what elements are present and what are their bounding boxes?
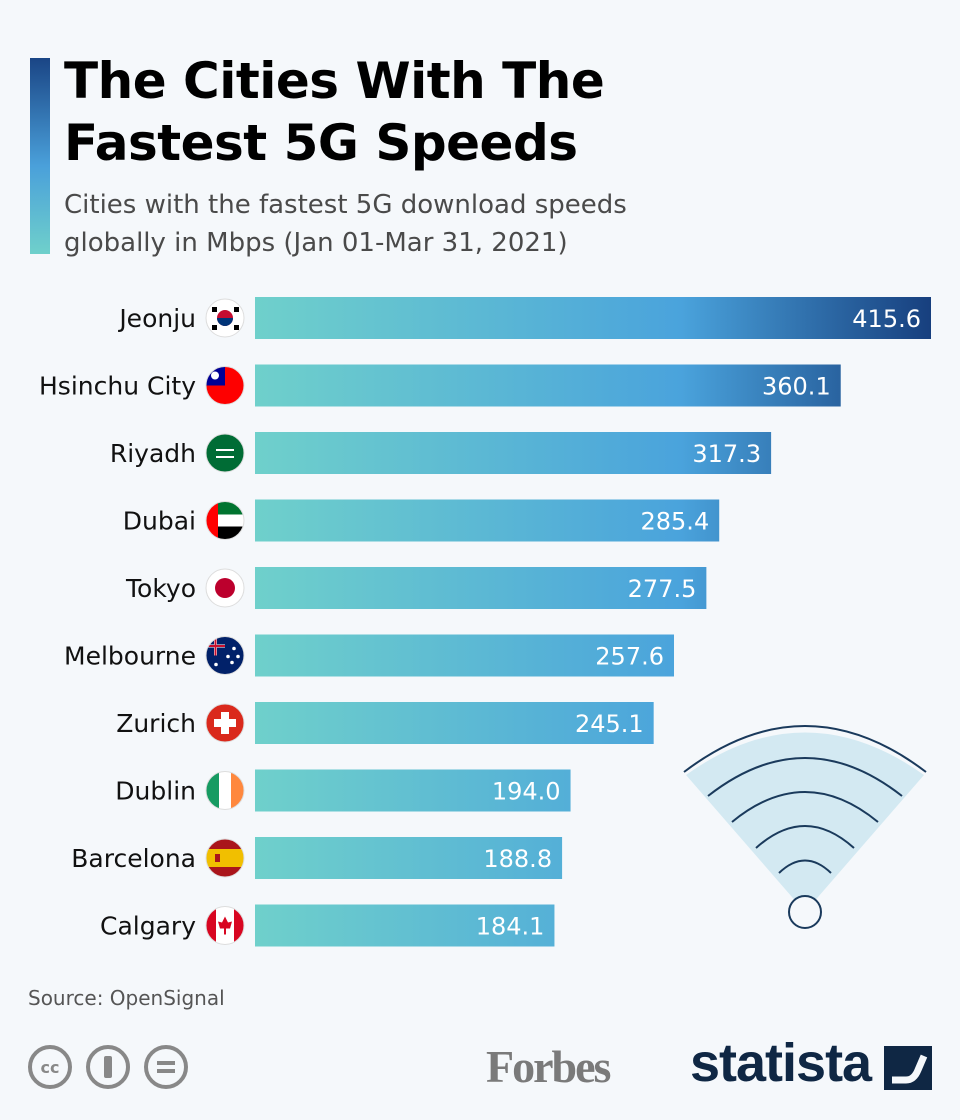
- category-label: Dubai: [123, 507, 196, 536]
- category-label: Jeonju: [117, 304, 196, 333]
- category-label: Melbourne: [64, 642, 196, 671]
- subtitle: Cities with the fastest 5G download spee…: [64, 186, 627, 262]
- bar: [255, 432, 772, 474]
- bar-row: Barcelona 188.8: [71, 837, 563, 879]
- source-note: Source: OpenSignal: [28, 986, 225, 1010]
- value-label: 245.1: [575, 710, 644, 738]
- spain-flag-icon: [205, 838, 245, 878]
- subtitle-line-1: Cities with the fastest 5G download spee…: [64, 190, 627, 220]
- category-label: Zurich: [116, 709, 196, 738]
- bar: [255, 837, 563, 879]
- bar-row: Tokyo 277.5: [125, 567, 707, 609]
- australia-flag-icon: [205, 636, 245, 675]
- bar-row: Riyadh 317.3: [110, 432, 772, 474]
- subtitle-line-2: globally in Mbps (Jan 01-Mar 31, 2021): [64, 228, 568, 258]
- category-label: Riyadh: [110, 439, 196, 468]
- bar-row: Melbourne 257.6: [64, 634, 675, 677]
- value-label: 415.6: [852, 305, 921, 333]
- value-label: 194.0: [492, 778, 561, 806]
- bar: [255, 297, 931, 339]
- ireland-flag-icon: [205, 771, 245, 810]
- south-korea-flag-icon: [205, 298, 245, 338]
- bar-row: Hsinchu City 360.1: [39, 364, 841, 407]
- category-label: Dublin: [115, 777, 196, 806]
- value-label: 184.1: [476, 913, 545, 941]
- canada-flag-icon: [205, 906, 245, 945]
- no-derivatives-icon[interactable]: [144, 1045, 188, 1089]
- category-label: Hsinchu City: [39, 372, 196, 401]
- bar-row: Dublin 194.0: [115, 769, 571, 812]
- title-line-2: Fastest 5G Speeds: [64, 114, 578, 172]
- bar: [255, 634, 675, 677]
- value-label: 277.5: [628, 575, 697, 603]
- bar: [255, 702, 654, 744]
- uae-flag-icon: [205, 501, 245, 540]
- value-label: 188.8: [483, 845, 552, 873]
- statista-logo: statista: [690, 1033, 872, 1093]
- bar-row: Calgary 184.1: [100, 904, 555, 947]
- cc-label: cc: [40, 1057, 60, 1077]
- title-accent-bar: [30, 58, 50, 254]
- attribution-icon[interactable]: [86, 1045, 130, 1089]
- bar-row: Zurich 245.1: [116, 702, 654, 744]
- bar: [255, 769, 571, 812]
- value-label: 257.6: [595, 643, 664, 671]
- bar: [255, 499, 720, 542]
- value-label: 360.1: [762, 373, 831, 401]
- bar-row: Dubai 285.4: [123, 499, 720, 542]
- taiwan-flag-icon: [205, 366, 245, 405]
- category-label: Tokyo: [125, 574, 196, 603]
- creative-commons-icon[interactable]: cc: [28, 1045, 72, 1089]
- category-label: Calgary: [100, 912, 196, 941]
- title-line-1: The Cities With The: [64, 52, 605, 110]
- wifi-icon: [683, 725, 927, 929]
- bar: [255, 567, 707, 609]
- japan-flag-icon: [205, 568, 245, 608]
- saudi-arabia-flag-icon: [205, 433, 245, 473]
- switzerland-flag-icon: [205, 703, 245, 743]
- value-label: 285.4: [641, 508, 710, 536]
- bar: [255, 364, 841, 407]
- forbes-logo: Forbes: [486, 1041, 611, 1092]
- bar-row: Jeonju 415.6: [117, 297, 931, 339]
- value-label: 317.3: [692, 440, 761, 468]
- page-title: The Cities With The Fastest 5G Speeds: [64, 50, 605, 174]
- statista-logo-mark: [884, 1046, 932, 1090]
- bar: [255, 904, 555, 947]
- category-label: Barcelona: [71, 844, 196, 873]
